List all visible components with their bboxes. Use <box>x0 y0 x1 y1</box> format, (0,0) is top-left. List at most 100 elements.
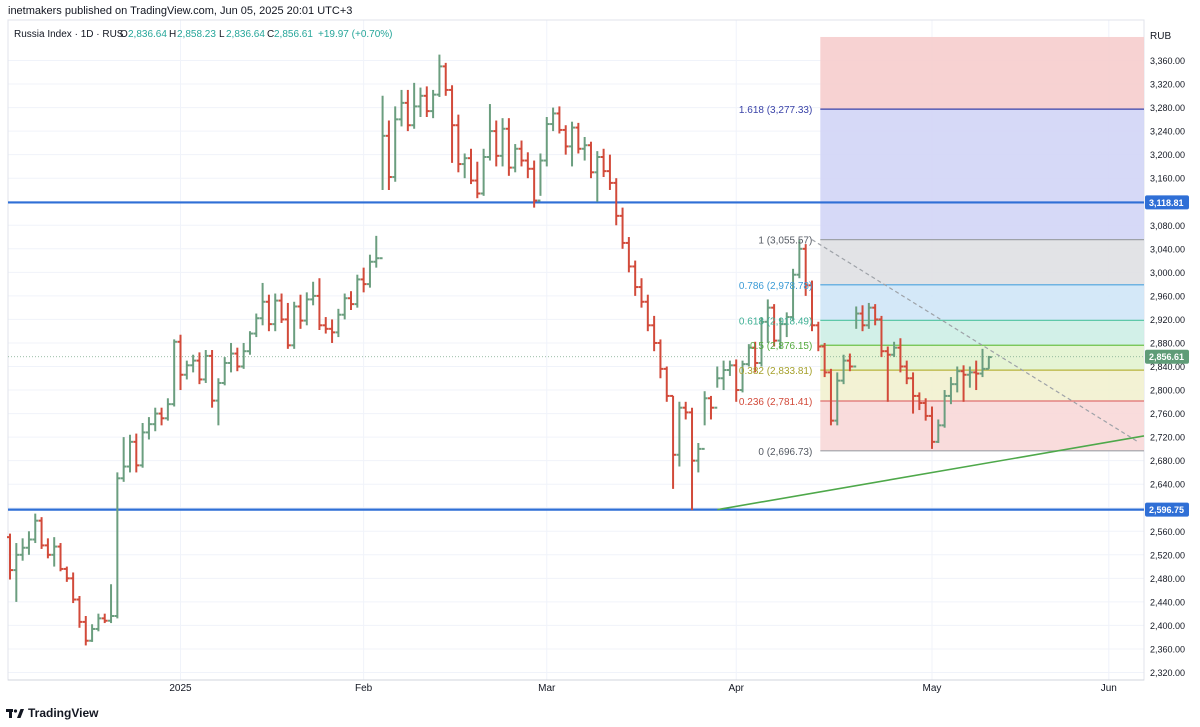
price-tick-label: 2,960.00 <box>1150 291 1185 301</box>
ohlc-bar <box>171 339 178 407</box>
currency-label: RUB <box>1150 31 1171 42</box>
price-axis[interactable]: RUB 2,320.00 2,360.00 2,400.00 2,440.00 2,480… <box>1145 31 1189 678</box>
ohlc-bar <box>133 433 140 473</box>
ohlc-bar <box>164 398 171 421</box>
price-bars <box>7 54 992 646</box>
time-tick-label: May <box>923 683 942 694</box>
ohlc-bar <box>70 572 77 604</box>
ohlc-bar <box>846 353 853 372</box>
price-tick-label: 2,440.00 <box>1150 597 1185 607</box>
ohlc-bar <box>613 178 620 226</box>
ohlc-bar <box>821 342 828 378</box>
ohlc-bar <box>158 407 165 426</box>
ohlc-bar <box>404 89 411 132</box>
ohlc-bar <box>177 334 184 391</box>
ohlc-bar <box>44 538 51 559</box>
horizontal-lines[interactable] <box>8 201 1144 511</box>
legend-high-label: H <box>169 29 176 40</box>
fib-level-label: 0 (2,696.73) <box>758 447 812 458</box>
ohlc-bar <box>505 118 512 176</box>
ohlc-bar <box>632 260 639 296</box>
ohlc-bar <box>95 613 102 632</box>
tradingview-logo-icon <box>6 709 24 718</box>
ohlc-bar <box>379 95 386 260</box>
ohlc-bar <box>202 350 209 383</box>
ohlc-bar <box>57 543 64 572</box>
ohlc-bar <box>979 348 986 378</box>
footer: TradingView <box>6 704 98 722</box>
ohlc-bar <box>215 378 222 426</box>
price-tick-label: 2,920.00 <box>1150 315 1185 325</box>
ohlc-bar <box>973 360 980 391</box>
ohlc-bar <box>234 347 241 372</box>
footer-brand: TradingView <box>28 706 99 720</box>
ohlc-bar <box>114 472 121 619</box>
ohlc-bar <box>436 54 443 97</box>
ohlc-bar <box>960 365 967 402</box>
ohlc-bar <box>430 89 437 119</box>
time-tick-label: Mar <box>538 683 556 694</box>
time-axis[interactable]: 2025 Feb Mar Apr May Jun <box>169 683 1116 694</box>
ohlc-bar <box>486 104 493 161</box>
price-tick-label: 2,760.00 <box>1150 409 1185 419</box>
price-tick-label: 3,000.00 <box>1150 268 1185 278</box>
ohlc-bar <box>985 355 992 370</box>
ohlc-bar <box>499 118 506 167</box>
ohlc-bar <box>897 338 904 373</box>
ohlc-bar <box>872 304 879 326</box>
ohlc-bar <box>329 319 336 343</box>
price-tick-label: 2,880.00 <box>1150 338 1185 348</box>
ohlc-bar <box>51 537 58 567</box>
ohlc-bar <box>562 125 569 155</box>
ohlc-bar <box>512 144 519 173</box>
ohlc-bar <box>853 306 860 368</box>
ohlc-bar <box>771 304 778 347</box>
drawings[interactable] <box>717 239 1145 511</box>
ohlc-bar <box>796 239 803 279</box>
price-tag-bg <box>1145 502 1189 517</box>
last-price-tag-bg <box>1145 349 1189 364</box>
ohlc-bar <box>246 331 253 355</box>
ohlc-bar <box>859 305 866 332</box>
ohlc-bar <box>739 360 746 393</box>
ohlc-bar <box>126 434 133 473</box>
publisher-caption: inetmakers published on TradingView.com,… <box>8 5 353 17</box>
price-tick-label: 2,560.00 <box>1150 527 1185 537</box>
ohlc-bar <box>941 390 948 428</box>
ohlc-bar <box>777 318 784 349</box>
ohlc-bar <box>587 141 594 179</box>
ohlc-bar <box>291 301 298 349</box>
ohlc-bar <box>316 278 323 331</box>
ohlc-bar <box>25 531 32 555</box>
ohlc-bar <box>335 308 342 338</box>
ohlc-bar <box>341 293 348 320</box>
price-tick-label: 2,480.00 <box>1150 574 1185 584</box>
ohlc-bar <box>644 294 651 332</box>
fib-level-label: 0.786 (2,978.78) <box>739 281 812 292</box>
ohlc-bar <box>322 317 329 334</box>
ohlc-bar <box>272 293 279 332</box>
trendline[interactable] <box>717 435 1145 511</box>
ohlc-bar <box>7 533 13 580</box>
fib-extension-label: 1.618 (3,277.33) <box>739 105 812 116</box>
price-tick-label: 2,360.00 <box>1150 644 1185 654</box>
fib-level-label: 0.618 (2,918.49) <box>739 316 812 327</box>
fibonacci-zone[interactable] <box>820 36 1144 452</box>
price-tick-label: 2,520.00 <box>1150 550 1185 560</box>
ohlc-bar <box>253 313 260 338</box>
ohlc-bar <box>474 161 481 199</box>
price-tick-label: 3,200.00 <box>1150 150 1185 160</box>
ohlc-bar <box>752 341 759 373</box>
ohlc-bar <box>417 87 424 117</box>
ohlc-bar <box>966 366 973 388</box>
legend-close: 2,856.61 <box>274 29 313 40</box>
ohlc-bar <box>922 398 929 421</box>
price-tag-label: 2,596.75 <box>1149 505 1184 515</box>
dashed-projection-line[interactable] <box>811 239 1139 443</box>
ohlc-bar <box>745 344 752 367</box>
ohlc-bar <box>651 315 658 352</box>
ohlc-bar <box>442 62 449 96</box>
ohlc-bar <box>449 85 456 163</box>
fib-zone <box>820 239 1144 285</box>
